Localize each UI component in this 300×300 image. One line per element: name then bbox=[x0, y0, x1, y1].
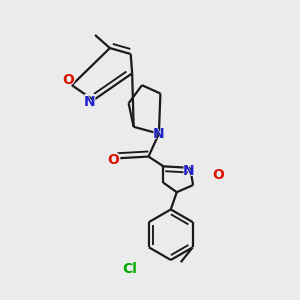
Text: N: N bbox=[182, 162, 196, 180]
Text: N: N bbox=[83, 95, 95, 110]
Text: N: N bbox=[153, 127, 165, 141]
Text: N: N bbox=[183, 164, 194, 178]
Text: O: O bbox=[107, 153, 119, 167]
Text: Cl: Cl bbox=[120, 260, 138, 278]
Text: N: N bbox=[82, 93, 96, 111]
Text: O: O bbox=[62, 73, 74, 87]
Text: O: O bbox=[106, 152, 120, 169]
Text: O: O bbox=[211, 166, 226, 184]
Text: Cl: Cl bbox=[122, 262, 136, 277]
Text: N: N bbox=[152, 125, 166, 143]
Text: O: O bbox=[61, 71, 75, 89]
Text: O: O bbox=[212, 168, 224, 182]
